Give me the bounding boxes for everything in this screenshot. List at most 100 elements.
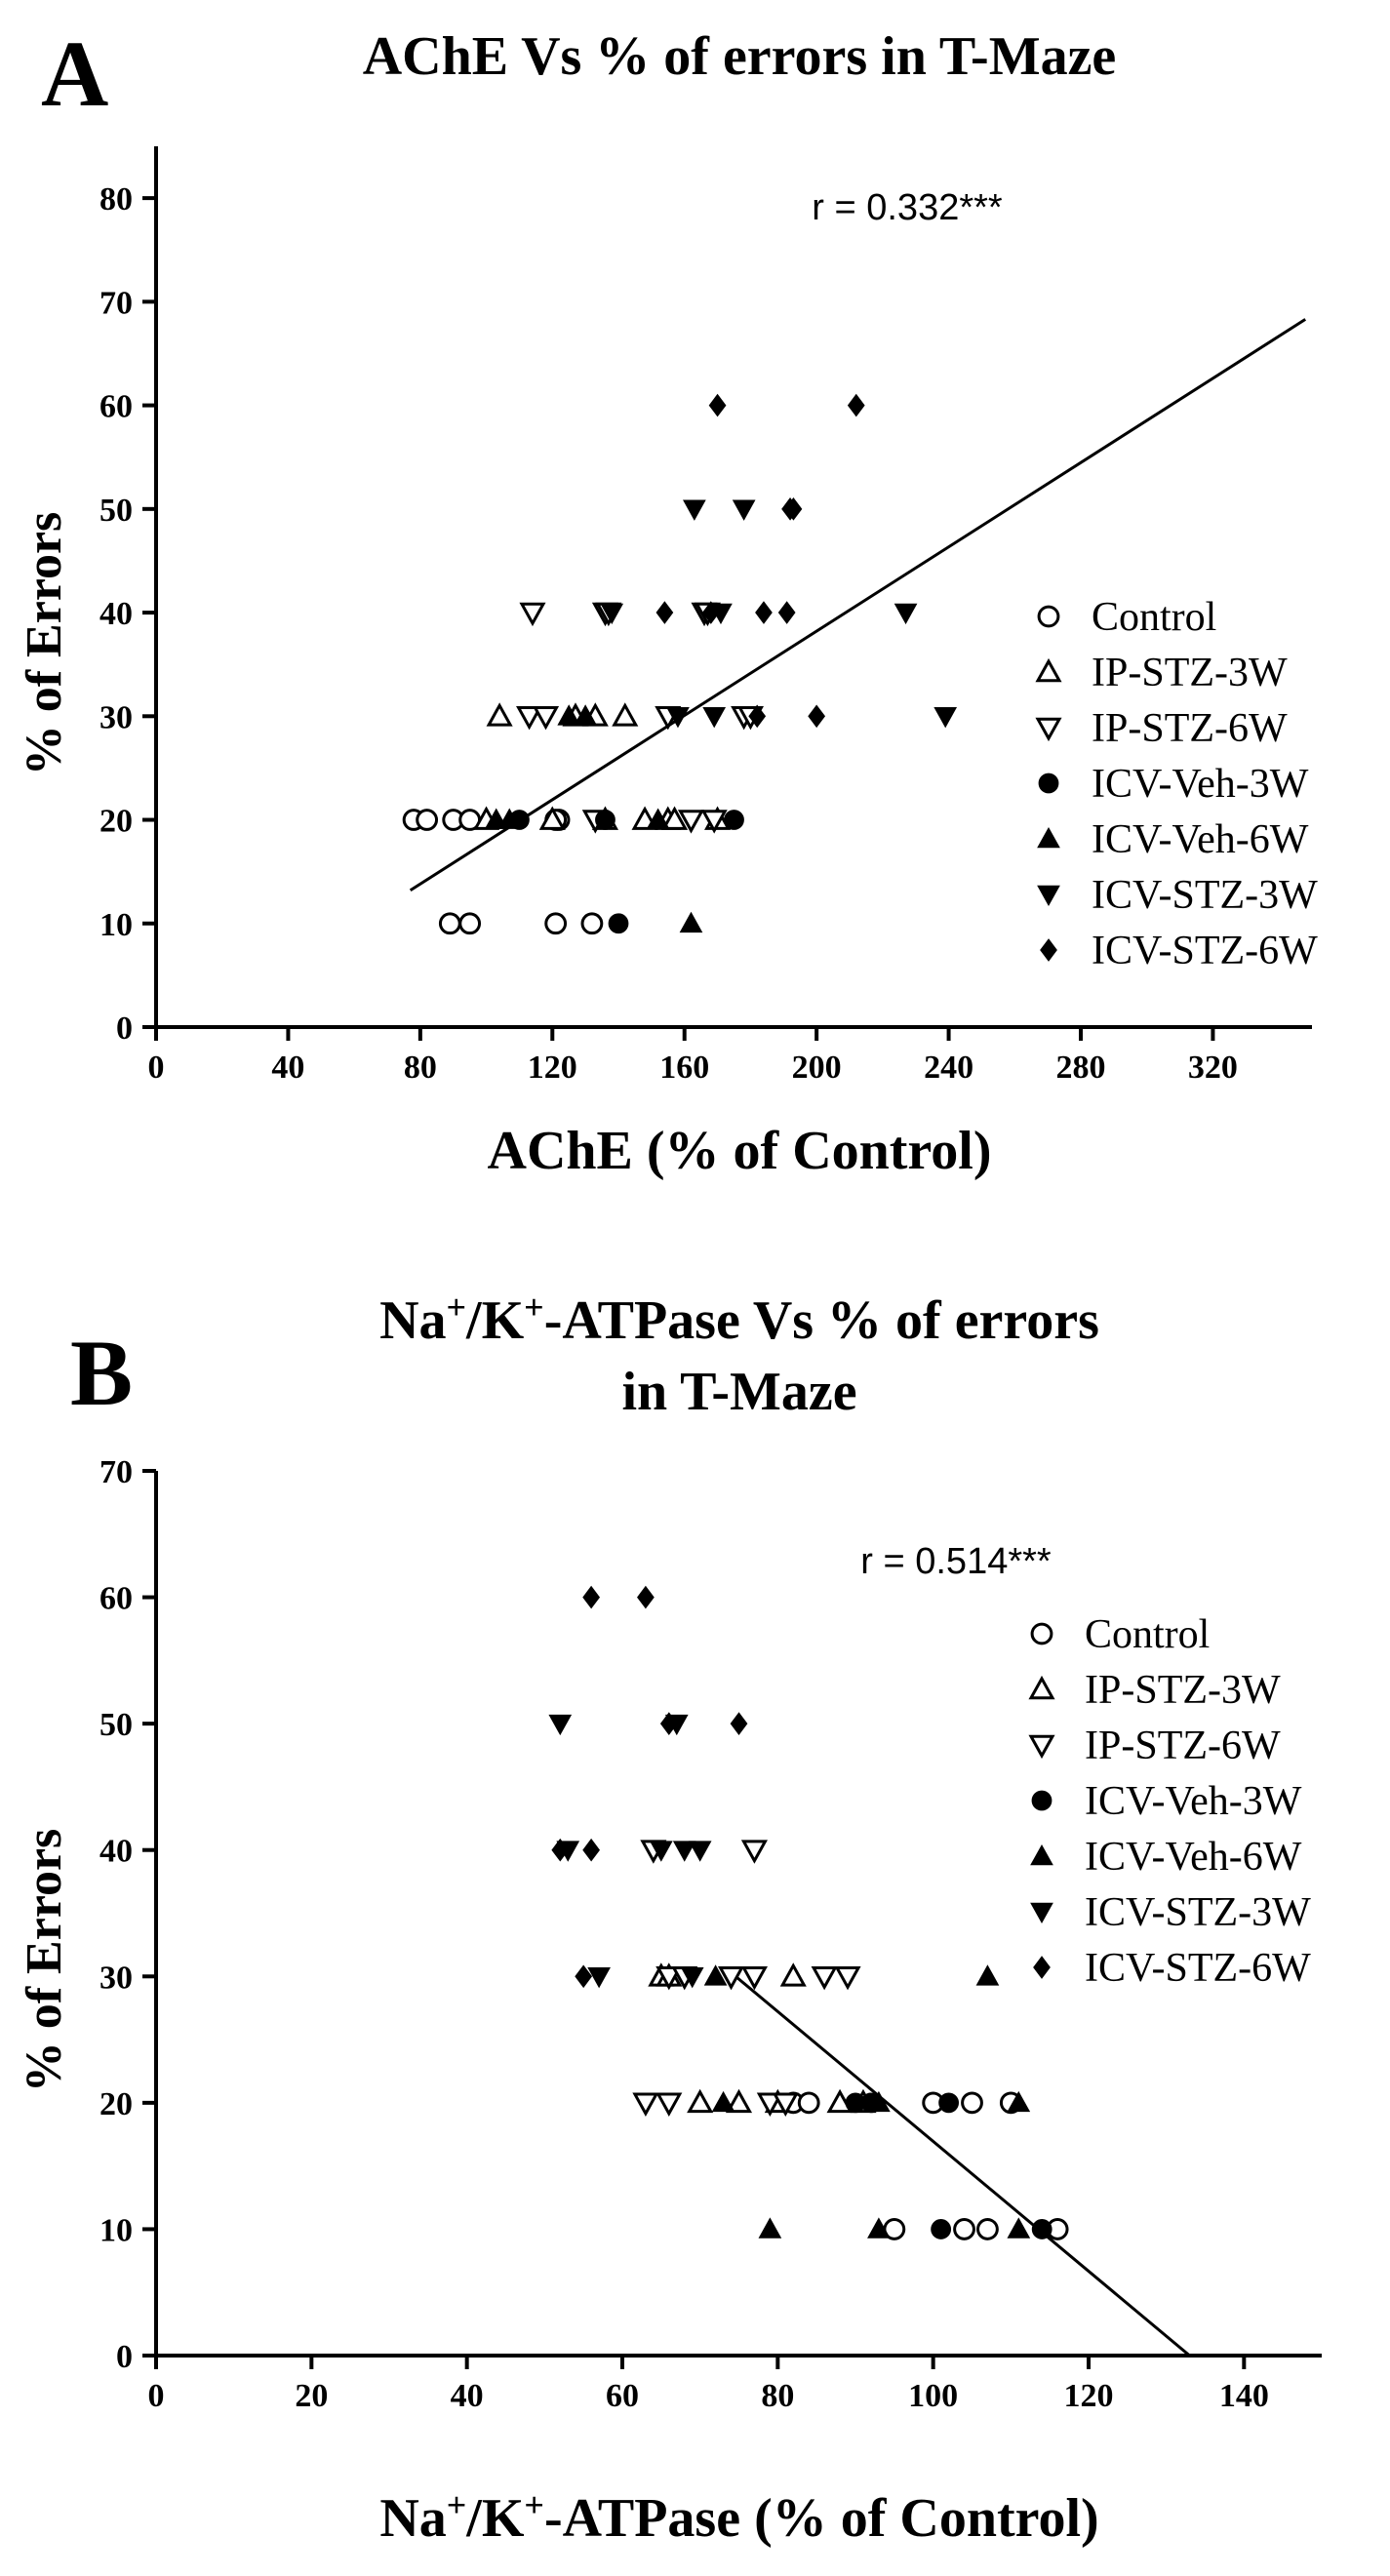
panel-a-y-tick-label: 10 [99, 907, 133, 943]
panel-b-point-icv-veh-3w [1031, 2219, 1052, 2239]
panel-a-x-tick-label: 40 [271, 1050, 304, 1086]
panel-a-legend-label-control: Control [1092, 595, 1216, 640]
panel-b-y-tick-label: 40 [99, 1834, 133, 1870]
panel-a-point-icv-stz-3w [683, 499, 706, 521]
panel-b-point-ip-stz-6w [740, 1965, 768, 1991]
panel-b-title-na: Na [379, 1290, 446, 1351]
panel-a-x-tick-label: 320 [1188, 1050, 1238, 1086]
panel-b-point-ip-stz-6w [740, 1840, 768, 1864]
panel-a-point-ip-stz-6w [516, 705, 543, 731]
panel-b-x-tick-label: 0 [148, 2378, 165, 2414]
panel-a-y-tick-label: 50 [99, 493, 133, 529]
panel-a-point-control [580, 912, 604, 935]
panel-a-legend-label-icv-stz-3w: ICV-STZ-3W [1092, 873, 1318, 918]
panel-a-legend-marker-ip-stz-3w [1035, 657, 1062, 683]
panel-b-point-icv-stz-3w [587, 1966, 611, 1989]
panel-a-legend-marker-icv-veh-6w [1037, 826, 1060, 849]
panel-a-x-tick-label: 80 [404, 1050, 437, 1086]
panel-a-point-icv-veh-6w [646, 808, 670, 829]
panel-b-legend-marker-icv-veh-6w [1030, 1843, 1053, 1866]
panel-a-x-tick-label: 160 [659, 1050, 709, 1086]
panel-b-point-icv-stz-3w [672, 1841, 696, 1862]
panel-b-point-ip-stz-6w [655, 2092, 683, 2117]
panel-b-point-icv-veh-6w [1007, 2217, 1031, 2239]
panel-a-point-ip-stz-3w [486, 702, 513, 727]
panel-b-x-tick-label: 80 [761, 2378, 794, 2414]
panel-b-legend-label-icv-veh-6w: ICV-Veh-6W [1085, 1835, 1302, 1880]
panel-a-point-icv-veh-6w [679, 911, 703, 933]
panel-a-legend-label-ip-stz-3w: IP-STZ-3W [1092, 651, 1288, 695]
panel-b-legend-marker-icv-stz-6w [1033, 1956, 1051, 1979]
panel-b-xlabel-k: /K [465, 2488, 525, 2549]
panel-b-x-tick-label: 20 [295, 2378, 328, 2414]
panel-a-point-icv-stz-6w [784, 496, 803, 521]
panel-a-point-icv-stz-3w [933, 706, 958, 729]
panel-b-xlabel-na: Na [379, 2488, 446, 2549]
panel-a-point-icv-stz-3w [894, 603, 918, 625]
panel-a-point-icv-veh-6w [574, 704, 597, 726]
panel-a-point-ip-stz-3w [538, 806, 566, 830]
panel-a-point-icv-stz-6w [708, 393, 727, 417]
panel-a-point-icv-veh-3w [724, 810, 744, 830]
panel-a-y-tick-label: 0 [116, 1011, 133, 1047]
panel-a-y-tick-label: 60 [99, 389, 133, 425]
panel-b-legend-marker-icv-veh-3w [1031, 1790, 1052, 1811]
panel-b-xlabel-rest: -ATPase (% of Control) [544, 2488, 1099, 2549]
panel-b-legend-label-control: Control [1085, 1612, 1210, 1657]
panel-b-legend-label-icv-stz-6w: ICV-STZ-6W [1085, 1946, 1311, 1991]
panel-a-x-tick-label: 280 [1056, 1050, 1106, 1086]
panel-a-legend-label-icv-stz-6w: ICV-STZ-6W [1092, 929, 1318, 973]
panel-b-point-control [953, 2218, 975, 2240]
panel-a-title: AChE Vs % of errors in T-Maze [363, 26, 1117, 87]
panel-b-title-k: /K [465, 1290, 525, 1351]
panel-a-x-tick-label: 120 [528, 1050, 577, 1086]
panel-b-y-tick-label: 20 [99, 2086, 133, 2122]
panel-b-legend-label-ip-stz-6w: IP-STZ-6W [1085, 1724, 1281, 1768]
panel-b-point-icv-veh-3w [931, 2219, 952, 2239]
panel-b-title-sup-plus-2: + [524, 1288, 544, 1327]
panel-a-x-tick-label: 240 [924, 1050, 973, 1086]
panel-b-point-control [797, 2091, 820, 2115]
panel-b-legend-label-ip-stz-3w: IP-STZ-3W [1085, 1668, 1281, 1713]
panel-a-legend-marker-control [1037, 605, 1060, 628]
panel-a-legend-marker-ip-stz-6w [1035, 717, 1062, 742]
panel-b-point-ip-stz-3w [779, 1962, 807, 1987]
panel-b-point-icv-stz-6w [637, 1585, 655, 1609]
panel-b-point-icv-veh-6w [867, 2217, 891, 2239]
panel-b-legend-label-icv-veh-3w: ICV-Veh-3W [1085, 1779, 1302, 1824]
panel-a-point-ip-stz-3w [612, 702, 639, 727]
panel-b-point-ip-stz-3w [826, 2088, 854, 2114]
panel-b-y-tick-label: 60 [99, 1581, 133, 1617]
panel-b-x-axis-title: Na+/K+-ATPase (% of Control) [379, 2485, 1098, 2549]
panel-b-point-icv-stz-6w [582, 1585, 601, 1609]
panel-b-y-tick-label: 50 [99, 1707, 133, 1743]
panel-a-point-ip-stz-6w [700, 810, 728, 834]
panel-b-xlabel-sup-plus-2: + [524, 2485, 544, 2524]
panel-a-legend-marker-icv-stz-6w [1040, 938, 1057, 962]
panel-b-legend-label-icv-stz-3w: ICV-STZ-3W [1085, 1890, 1311, 1935]
panel-b-point-icv-stz-3w [688, 1841, 712, 1862]
panel-a-point-icv-stz-3w [600, 603, 624, 625]
panel-a-point-icv-stz-3w [702, 706, 727, 729]
panel-a-point-control [458, 912, 482, 935]
panel-a-correlation-label: r = 0.332*** [812, 187, 1003, 228]
panel-a-y-tick-label: 80 [99, 181, 133, 218]
panel-b-point-icv-veh-3w [938, 2092, 959, 2114]
panel-a-x-tick-label: 200 [792, 1050, 842, 1086]
panel-b-point-icv-veh-6w [758, 2217, 782, 2239]
panel-a-point-icv-stz-6w [748, 704, 767, 729]
panel-b-point-icv-stz-6w [730, 1712, 748, 1735]
panel-a-letter: A [41, 21, 108, 126]
panel-b-point-icv-stz-3w [680, 1966, 704, 1989]
panel-a-legend-marker-icv-stz-3w [1037, 885, 1060, 907]
panel-a-point-icv-veh-6w [497, 808, 522, 829]
panel-b-legend-marker-icv-stz-3w [1030, 1902, 1053, 1924]
panel-b-y-tick-label: 10 [99, 2212, 133, 2248]
panel-a-y-tick-label: 30 [99, 699, 133, 735]
panel-b-correlation-label: r = 0.514*** [860, 1541, 1052, 1582]
panel-a-point-icv-veh-3w [595, 810, 616, 830]
panel-b-point-ip-stz-3w [725, 2088, 753, 2114]
panel-a-point-icv-stz-6w [755, 601, 773, 624]
